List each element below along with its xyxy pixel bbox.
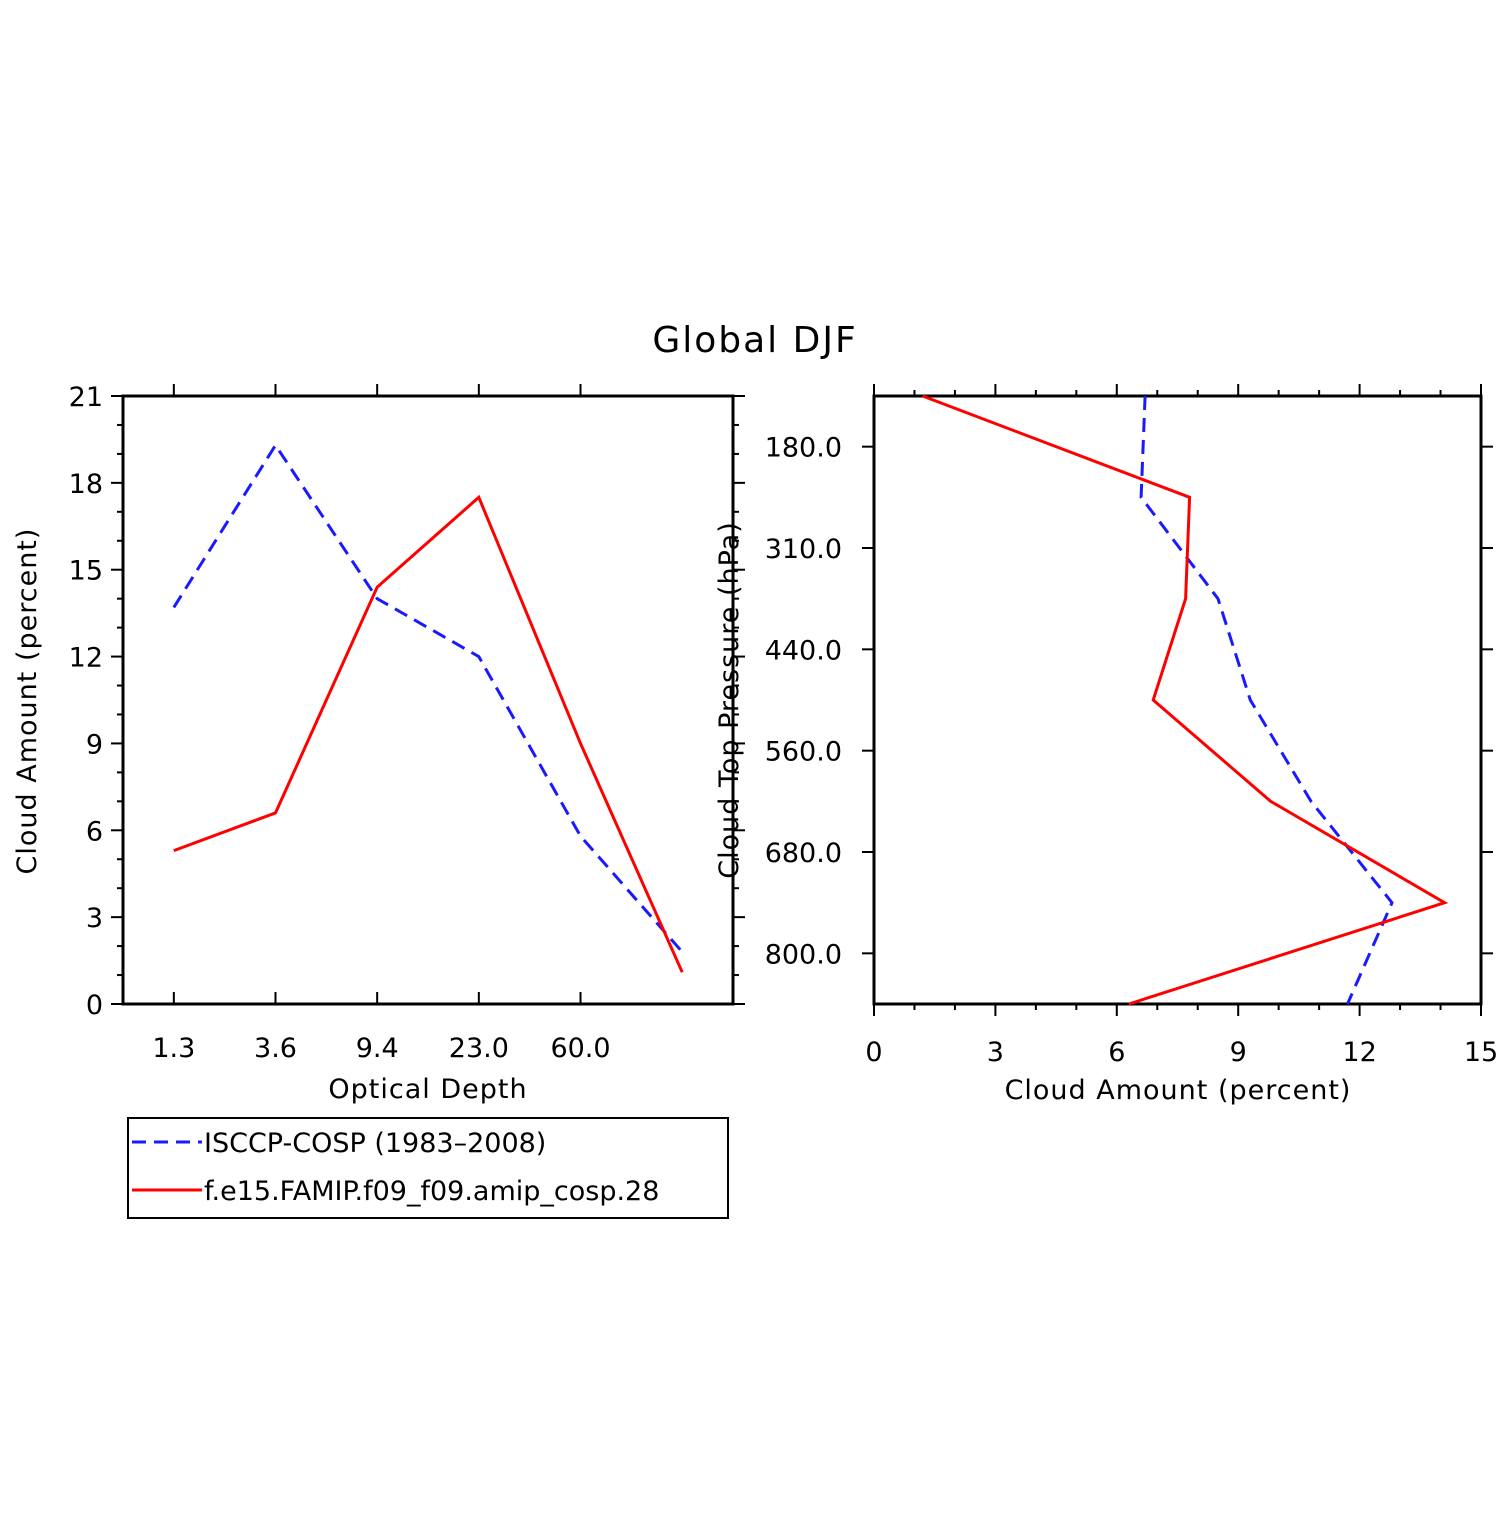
left-y-axis-label: Cloud Amount (percent) — [12, 528, 43, 875]
left-y-tick-label: 15 — [69, 556, 103, 587]
left-y-tick-label: 0 — [86, 990, 103, 1021]
right-panel: 0 3 6 9 12 15 180.0 310.0 440.0 560.0 680.0 800.0 — [765, 384, 1498, 1068]
left-plot-frame — [121, 394, 735, 1006]
right-plot-frame — [872, 394, 1483, 1006]
left-series-line-obs — [172, 442, 684, 953]
right-y-tick-label: 180.0 — [765, 433, 842, 464]
right-y-tick-label: 310.0 — [765, 534, 842, 565]
right-y-tick-label: 680.0 — [765, 838, 842, 869]
left-y-tick-label: 3 — [86, 903, 103, 934]
legend: ISCCP-COSP (1983–2008) f.e15.FAMIP.f09_f… — [127, 1117, 729, 1219]
legend-box — [127, 1117, 729, 1219]
right-series-line-obs — [1139, 395, 1394, 1005]
left-y-tick-label: 6 — [86, 816, 103, 847]
right-x-tick-label: 0 — [865, 1037, 882, 1068]
left-x-tick-label: 60.0 — [550, 1033, 610, 1064]
right-x-tick-label: 6 — [1108, 1037, 1125, 1068]
legend-label-model: f.e15.FAMIP.f09_f09.amip_cosp.28 — [204, 1176, 659, 1207]
right-y-tick-label: 800.0 — [765, 939, 842, 970]
left-y-tick-label: 12 — [69, 643, 103, 674]
left-y-tick-label: 18 — [69, 469, 103, 500]
right-x-axis-label: Cloud Amount (percent) — [1005, 1075, 1352, 1106]
left-x-tick-label: 23.0 — [449, 1033, 509, 1064]
right-x-tick-label: 9 — [1230, 1037, 1247, 1068]
left-x-tick-label: 3.6 — [254, 1033, 297, 1064]
right-x-tick-label: 12 — [1342, 1037, 1376, 1068]
right-series-line-model — [922, 394, 1449, 1006]
left-x-axis-label: Optical Depth — [328, 1074, 527, 1105]
right-y-axis-label: Cloud Top Pressure (hPa) — [714, 521, 745, 879]
left-series-line-model — [173, 494, 684, 973]
chart-title: Global DJF — [652, 320, 857, 361]
right-y-tick-label: 560.0 — [765, 737, 842, 768]
left-x-tick-label: 1.3 — [152, 1033, 195, 1064]
right-x-tick-label: 3 — [987, 1037, 1004, 1068]
right-y-tick-label: 440.0 — [765, 635, 842, 666]
right-x-tick-label: 15 — [1464, 1037, 1498, 1068]
legend-label-obs: ISCCP-COSP (1983–2008) — [204, 1128, 546, 1159]
left-x-tick-label: 9.4 — [356, 1033, 399, 1064]
left-y-tick-label: 21 — [69, 382, 103, 413]
left-panel: 0 3 6 9 12 15 18 21 1.3 3.6 9.4 23.0 60.0 — [69, 382, 745, 1064]
left-y-tick-label: 9 — [86, 729, 103, 760]
